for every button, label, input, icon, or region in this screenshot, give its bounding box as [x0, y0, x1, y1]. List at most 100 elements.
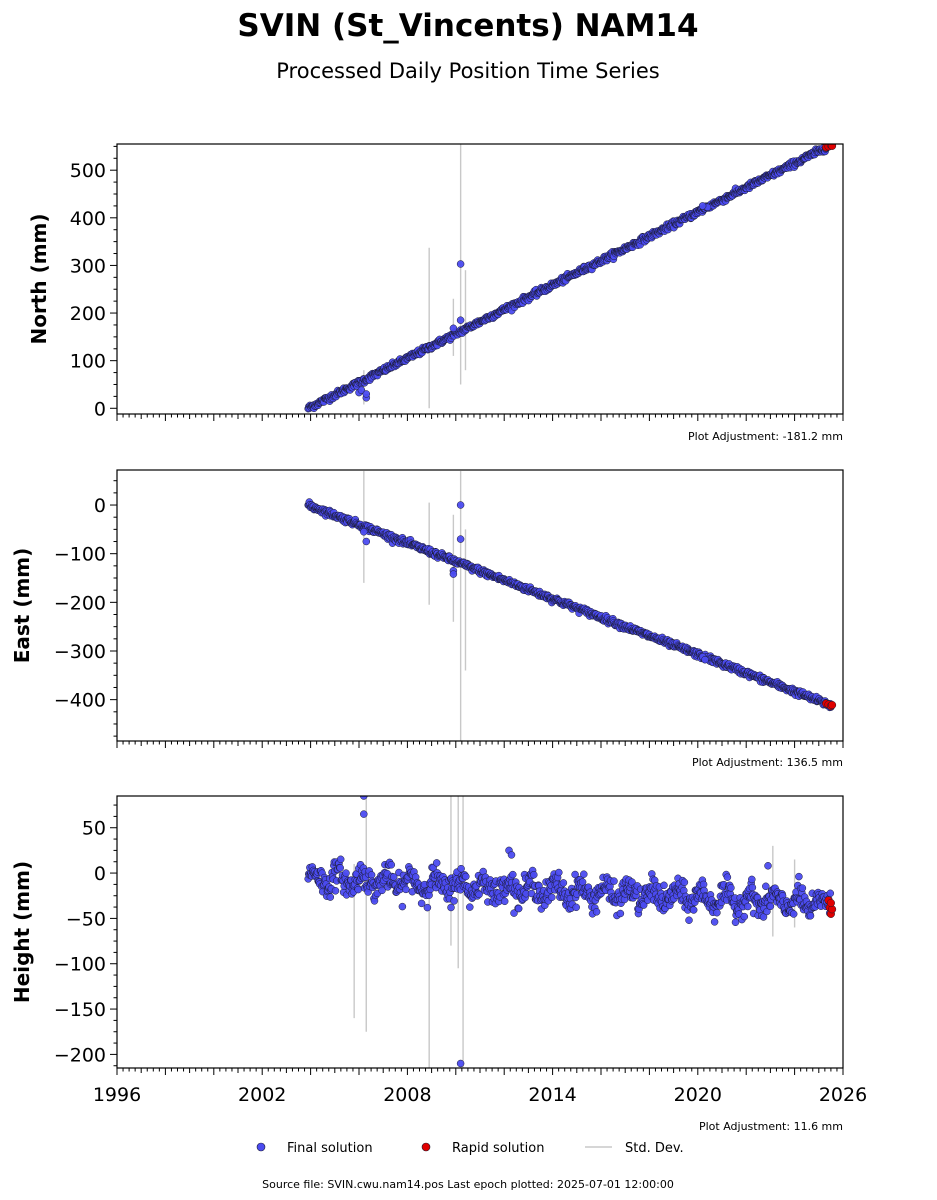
north-y-tick-label-0: 0: [94, 398, 106, 420]
height-final-point: [685, 916, 693, 924]
height-final-point: [387, 861, 396, 869]
height-final-point: [530, 871, 538, 879]
height-final-point: [795, 872, 803, 881]
east-rapid-point: [828, 700, 837, 710]
legend: Final solution Rapid solution Std. Dev.: [256, 1141, 684, 1156]
height-final-point: [762, 882, 770, 891]
north-y-tick-label-4: 400: [70, 208, 106, 230]
height-final-point: [639, 901, 648, 909]
north-y-axis-label: North (mm): [27, 213, 51, 344]
north-plot-area: [304, 144, 837, 413]
height-final-point: [764, 862, 772, 870]
east-y-tick-label-4: −400: [54, 690, 106, 712]
height-final-point: [336, 855, 345, 864]
east-axes-frame: [116, 469, 844, 742]
north-final-point: [698, 202, 707, 210]
height-x-tick-label-4: 2020: [674, 1084, 722, 1106]
height-final-point: [462, 872, 470, 881]
north-y-tick-label-1: 100: [70, 351, 106, 373]
east-y-tick-label-1: −100: [54, 544, 106, 566]
height-x-tick-label-0: 1996: [93, 1084, 141, 1106]
height-x-tick-label-1: 2002: [238, 1084, 286, 1106]
east-y-axis-label: East (mm): [10, 548, 34, 664]
height-final-point: [731, 918, 740, 927]
height-final-point: [354, 885, 362, 894]
height-final-point: [789, 910, 798, 918]
north-final-point: [362, 390, 371, 398]
height-final-point: [572, 903, 580, 912]
height-final-point: [507, 851, 516, 859]
height-final-point: [500, 897, 509, 906]
height-final-point: [660, 881, 668, 890]
north-panel: 0 100 200 300 400 500 North (mm): [27, 143, 844, 421]
height-final-point: [689, 906, 698, 914]
height-final-point: [580, 870, 588, 878]
height-final-point: [456, 1059, 465, 1068]
east-panel: 0 −100 −200 −300 −400 East (mm): [10, 469, 844, 748]
north-y-tick-label-3: 300: [70, 255, 106, 277]
height-final-point: [710, 918, 719, 926]
height-final-point: [571, 870, 579, 879]
plot-adjustment-east: Plot Adjustment: 136.5 mm: [692, 756, 843, 769]
height-final-point: [432, 859, 441, 867]
height-final-point: [417, 899, 426, 908]
chart-subtitle: Processed Daily Position Time Series: [276, 59, 660, 83]
east-final-point: [456, 501, 465, 509]
height-y-tick-label-2: −50: [66, 908, 106, 930]
height-final-point: [559, 879, 568, 887]
north-axes-frame: [116, 143, 844, 415]
height-x-tick-label-5: 2026: [819, 1084, 867, 1106]
height-y-tick-label-4: −150: [54, 999, 106, 1021]
height-final-point: [798, 884, 807, 892]
height-y-axis-label: Height (mm): [10, 861, 34, 1003]
height-final-point: [342, 869, 350, 877]
height-final-point: [806, 912, 815, 920]
legend-final-marker: [256, 1142, 266, 1152]
height-x-tick-label-3: 2014: [528, 1084, 576, 1106]
height-final-point: [727, 884, 735, 892]
height-final-point: [510, 909, 518, 917]
east-final-point: [449, 570, 458, 578]
east-final-point: [362, 537, 371, 546]
east-final-point: [701, 655, 709, 664]
height-final-point: [447, 903, 455, 912]
height-x-tick-label-2: 2008: [383, 1084, 431, 1106]
footer-source: Source file: SVIN.cwu.nam14.pos Last epo…: [262, 1178, 674, 1191]
north-final-point: [357, 386, 366, 394]
height-rapid-point: [826, 898, 835, 908]
legend-rapid-marker: [421, 1142, 431, 1152]
north-final-point: [456, 260, 465, 268]
height-final-point: [466, 903, 474, 911]
east-plot-area: [304, 470, 837, 741]
height-final-point: [748, 883, 757, 892]
height-final-point: [723, 873, 732, 881]
north-rapid-point: [828, 144, 837, 150]
height-final-point: [398, 902, 407, 911]
height-final-point: [402, 885, 410, 894]
legend-rapid-label: Rapid solution: [452, 1141, 544, 1156]
height-final-point: [336, 864, 344, 872]
height-final-point: [423, 903, 432, 912]
height-final-point: [759, 913, 768, 921]
height-final-point: [610, 877, 618, 885]
height-final-point: [326, 893, 335, 901]
north-final-point: [456, 316, 465, 324]
north-y-tick-label-2: 200: [70, 303, 106, 325]
height-final-point: [616, 909, 625, 918]
chart-title: SVIN (St_Vincents) NAM14: [237, 8, 698, 44]
height-final-point: [378, 886, 386, 895]
height-final-point: [457, 864, 465, 873]
height-y-tick-label-1: 0: [94, 863, 106, 885]
height-final-point: [331, 887, 340, 895]
height-y-tick-label-3: −100: [54, 954, 106, 976]
east-final-point: [360, 528, 368, 536]
height-final-point: [509, 870, 517, 879]
height-final-point: [826, 889, 835, 898]
height-final-point: [475, 890, 483, 899]
height-final-point: [548, 893, 556, 902]
east-y-tick-label-3: −300: [54, 641, 106, 663]
plot-adjustment-north: Plot Adjustment: -181.2 mm: [688, 430, 843, 443]
north-y-tick-label-5: 500: [70, 160, 106, 182]
height-y-tick-label-0: 50: [82, 818, 106, 840]
